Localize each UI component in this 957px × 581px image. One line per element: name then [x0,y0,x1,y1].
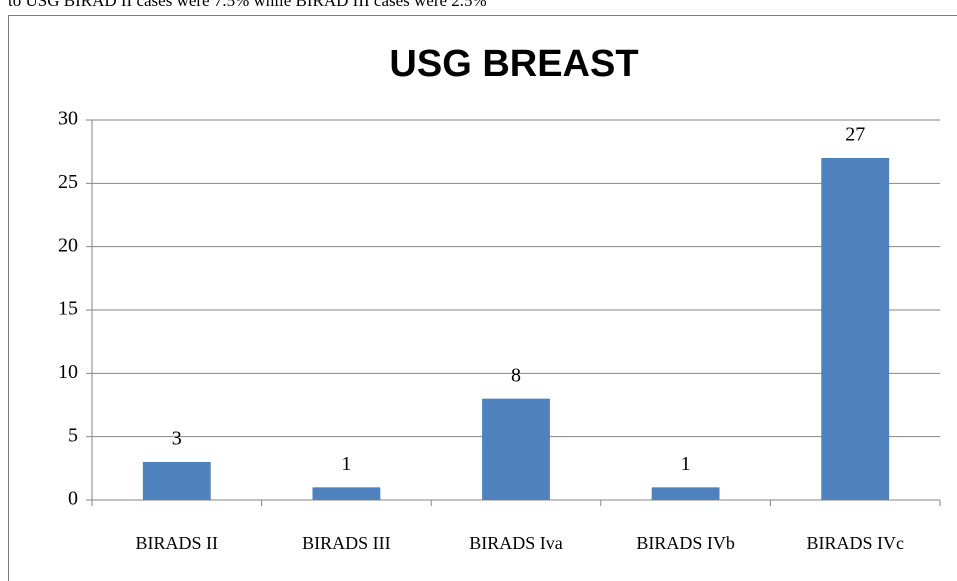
x-tick-label: BIRADS IVb [636,533,735,553]
bar [821,158,890,500]
x-tick-label: BIRADS IVc [806,533,904,553]
data-label: 27 [845,124,865,146]
y-tick-label: 10 [58,361,78,383]
x-tick-label: BIRADS III [302,533,391,553]
x-tick-label: BIRADS II [136,533,219,553]
document-text: to USG BIRAD II cases were 7.5% while BI… [8,0,487,10]
data-label: 3 [172,428,182,450]
bar [482,398,550,500]
y-tick-label: 20 [58,234,78,256]
y-tick-label: 30 [58,108,78,130]
data-label: 1 [341,453,351,475]
bar [651,487,720,500]
y-tick-label: 5 [68,424,78,446]
x-tick-label: BIRADS Iva [469,533,563,553]
data-label: 8 [511,364,521,386]
y-tick-label: 25 [58,171,78,193]
chart-title: USG BREAST [389,43,638,85]
bar [312,487,381,500]
bar [142,462,211,500]
data-label: 1 [681,453,691,475]
y-tick-label: 0 [68,488,78,510]
y-tick-label: 15 [58,298,78,320]
